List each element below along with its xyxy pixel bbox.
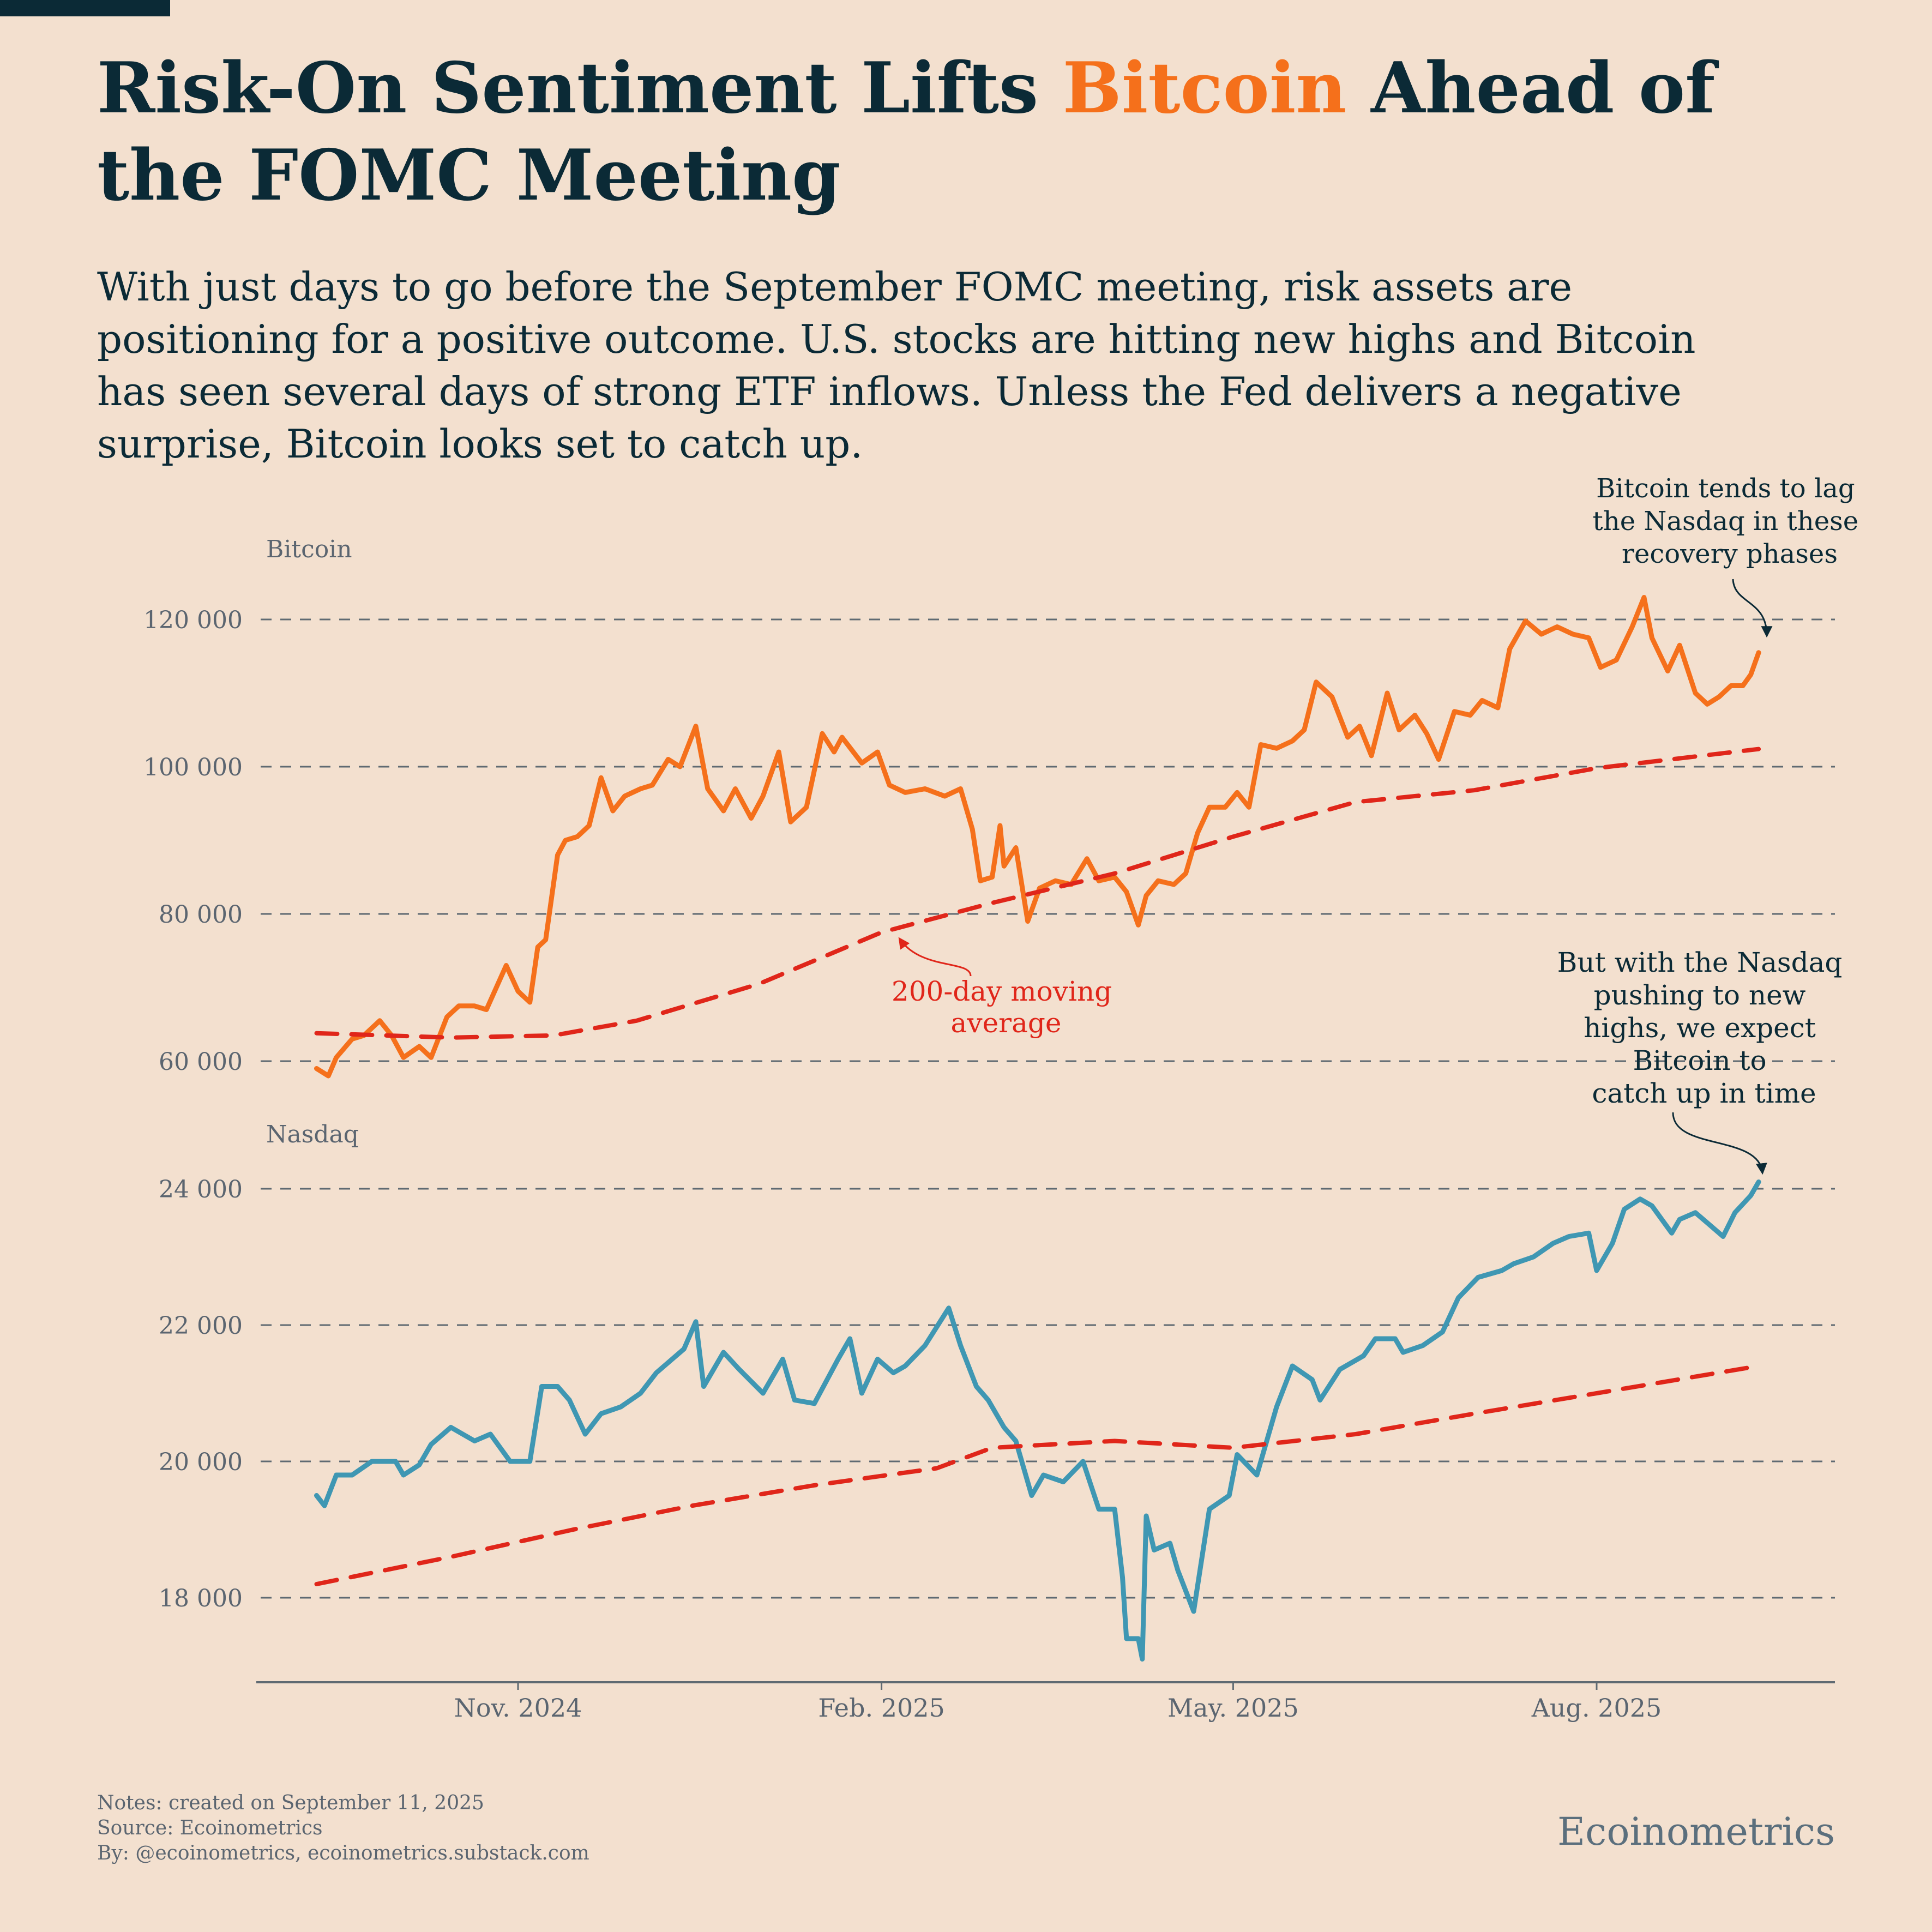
nasdaq-y-tick-label: 22 000 (159, 1312, 243, 1340)
x-ticks: Nov. 2024 Feb. 2025 May. 2025 Aug. 2025 (454, 1682, 1662, 1723)
nasdaq-price-line (314, 1179, 1761, 1662)
title-part-1: Risk-On Sentiment Lifts (97, 47, 1063, 129)
chart-subtitle: With just days to go before the Septembe… (97, 264, 1696, 467)
annotation-bitcoin-lag-line-2: the Nasdaq in these (1593, 506, 1859, 537)
title-part-2: Ahead of the FOMC Meeting (97, 47, 1716, 216)
title-highlight: Bitcoin (1062, 47, 1347, 129)
bitcoin-moving-average-line (314, 747, 1761, 1040)
bitcoin-panel-label: Bitcoin (266, 535, 352, 563)
annotation-nasdaq-catchup-line-3: highs, we expect (1584, 1012, 1816, 1044)
y-tick-labels: 60 000 80 000 100 000 120 000 18 000 20 000 22… (143, 606, 243, 1612)
annotation-nasdaq-catchup: But with the Nasdaq pushing to new highs… (1557, 947, 1851, 1109)
footer-source-line: Source: Ecoinometrics (97, 1817, 323, 1839)
annotation-nasdaq-catchup-line-5: catch up in time (1592, 1078, 1816, 1109)
corner-accent-bar (0, 0, 170, 16)
nasdaq-y-tick-label: 18 000 (159, 1585, 243, 1612)
annotation-nasdaq-catchup-line-1: But with the Nasdaq (1557, 947, 1843, 978)
annotation-bitcoin-lag: Bitcoin tends to lag the Nasdaq in these… (1593, 473, 1867, 569)
nasdaq-y-tick-label: 20 000 (159, 1448, 243, 1476)
footer-notes-line: Notes: created on September 11, 2025 (97, 1792, 484, 1814)
bitcoin-y-tick-label: 80 000 (159, 901, 243, 929)
bitcoin-price-line (314, 595, 1761, 1079)
annotation-nasdaq-catchup-arrow (1672, 1112, 1767, 1175)
footer-by-line: By: @ecoinometrics, ecoinometrics.substa… (97, 1842, 589, 1864)
bitcoin-y-tick-label: 100 000 (143, 754, 243, 781)
brand-logo-text: Ecoinometrics (1557, 1809, 1835, 1854)
annotation-bitcoin-lag-line-1: Bitcoin tends to lag (1596, 473, 1855, 504)
series (314, 595, 1761, 1662)
annotation-moving-average-line-1: 200-day moving (892, 976, 1112, 1007)
annotation-nasdaq-catchup-line-4: Bitcoin to (1633, 1045, 1766, 1076)
nasdaq-y-tick-label: 24 000 (159, 1176, 243, 1203)
footer-notes: Notes: created on September 11, 2025 Sou… (97, 1791, 589, 1866)
chart-title: Risk-On Sentiment Lifts Bitcoin Ahead of… (97, 45, 1787, 219)
nasdaq-moving-average-line (314, 1364, 1761, 1586)
x-tick-label: Feb. 2025 (818, 1693, 944, 1723)
x-tick-label: May. 2025 (1167, 1693, 1299, 1723)
annotation-moving-average: 200-day moving average (892, 976, 1121, 1039)
x-tick-label: Nov. 2024 (454, 1693, 582, 1723)
annotation-bitcoin-lag-arrow (1732, 579, 1773, 638)
nasdaq-panel-label: Nasdaq (266, 1121, 359, 1148)
x-tick-label: Aug. 2025 (1531, 1693, 1662, 1723)
annotation-bitcoin-lag-line-3: recovery phases (1622, 539, 1838, 569)
bitcoin-y-tick-label: 120 000 (143, 606, 243, 634)
annotation-moving-average-arrow (898, 937, 972, 977)
bitcoin-y-tick-label: 60 000 (159, 1048, 243, 1076)
annotation-moving-average-line-2: average (951, 1007, 1062, 1039)
annotation-nasdaq-catchup-line-2: pushing to new (1594, 979, 1806, 1011)
